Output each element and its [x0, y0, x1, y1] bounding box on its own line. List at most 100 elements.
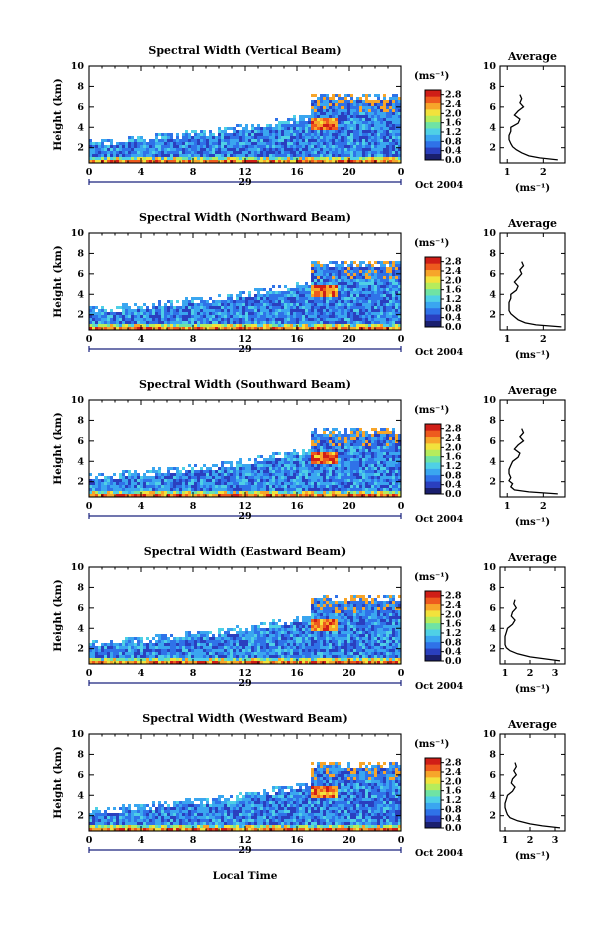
- heatmap-cell: [362, 291, 365, 294]
- heatmap-cell: [374, 476, 377, 479]
- heatmap-cell: [299, 312, 302, 315]
- heatmap-cell: [125, 303, 128, 306]
- heatmap-cell: [101, 142, 104, 145]
- heatmap-cell: [395, 270, 398, 273]
- heatmap-cell: [188, 464, 191, 467]
- heatmap-cell: [251, 467, 254, 470]
- colorbar-segment: [425, 449, 441, 457]
- heatmap-cell: [290, 324, 293, 327]
- heatmap-cell: [188, 312, 191, 315]
- heatmap-cell: [185, 470, 188, 473]
- heatmap-cell: [350, 309, 353, 312]
- heatmap-cell: [281, 127, 284, 130]
- heatmap-cell: [389, 485, 392, 488]
- heatmap-cell: [392, 154, 395, 157]
- heatmap-cell: [212, 327, 215, 330]
- heatmap-cell: [197, 157, 200, 160]
- heatmap-cell: [191, 315, 194, 318]
- heatmap-cell: [131, 154, 134, 157]
- heatmap-cell: [317, 458, 320, 461]
- heatmap-cell: [131, 658, 134, 661]
- heatmap-cell: [359, 109, 362, 112]
- heatmap-cell: [239, 133, 242, 136]
- heatmap-cell: [233, 318, 236, 321]
- heatmap-cell: [182, 154, 185, 157]
- heatmap-cell: [383, 130, 386, 133]
- heatmap-cell: [194, 464, 197, 467]
- heatmap-cell: [191, 151, 194, 154]
- heatmap-cell: [395, 312, 398, 315]
- heatmap-cell: [233, 303, 236, 306]
- heatmap-cell: [311, 482, 314, 485]
- heatmap-cell: [140, 652, 143, 655]
- heatmap-cell: [380, 446, 383, 449]
- heatmap-cell: [182, 145, 185, 148]
- heatmap-cell: [152, 646, 155, 649]
- heatmap-cell: [164, 151, 167, 154]
- heatmap-cell: [341, 136, 344, 139]
- heatmap-cell: [227, 127, 230, 130]
- heatmap-cell: [389, 118, 392, 121]
- heatmap-cell: [239, 479, 242, 482]
- heatmap-cell: [353, 446, 356, 449]
- heatmap-cell: [173, 318, 176, 321]
- heatmap-cell: [320, 449, 323, 452]
- heatmap-cell: [215, 300, 218, 303]
- heatmap-cell: [305, 151, 308, 154]
- heatmap-cell: [275, 291, 278, 294]
- heatmap-cell: [359, 157, 362, 160]
- heatmap-cell: [308, 139, 311, 142]
- heatmap-cell: [389, 112, 392, 115]
- heatmap-cell: [347, 467, 350, 470]
- heatmap-cell: [143, 488, 146, 491]
- heatmap-cell: [341, 267, 344, 270]
- heatmap-cell: [176, 485, 179, 488]
- heatmap-cell: [374, 455, 377, 458]
- average-y-tick-label: 6: [489, 102, 496, 113]
- heatmap-cell: [350, 434, 353, 437]
- heatmap-cell: [269, 133, 272, 136]
- heatmap-cell: [176, 655, 179, 658]
- heatmap-cell: [305, 324, 308, 327]
- heatmap-cell: [311, 458, 314, 461]
- heatmap-cell: [212, 315, 215, 318]
- heatmap-cell: [284, 494, 287, 497]
- heatmap-cell: [284, 482, 287, 485]
- heatmap-cell: [359, 494, 362, 497]
- heatmap-cell: [260, 473, 263, 476]
- average-y-tick-label: 8: [489, 248, 496, 259]
- heatmap-cell: [350, 94, 353, 97]
- heatmap-cell: [299, 148, 302, 151]
- heatmap-cell: [362, 151, 365, 154]
- heatmap-cell: [119, 312, 122, 315]
- heatmap-cell: [377, 103, 380, 106]
- heatmap-cell: [398, 118, 401, 121]
- heatmap-cell: [248, 318, 251, 321]
- heatmap-cell: [305, 485, 308, 488]
- heatmap-cell: [170, 488, 173, 491]
- heatmap-cell: [329, 473, 332, 476]
- heatmap-cell: [392, 94, 395, 97]
- heatmap-cell: [341, 315, 344, 318]
- heatmap-cell: [326, 145, 329, 148]
- heatmap-cell: [245, 327, 248, 330]
- heatmap-cell: [365, 127, 368, 130]
- heatmap-cell: [371, 312, 374, 315]
- heatmap-cell: [362, 324, 365, 327]
- heatmap-cell: [341, 121, 344, 124]
- heatmap-cell: [323, 276, 326, 279]
- heatmap-cell: [368, 106, 371, 109]
- heatmap-cell: [161, 494, 164, 497]
- heatmap-cell: [338, 473, 341, 476]
- heatmap-cell: [395, 288, 398, 291]
- heatmap-cell: [320, 491, 323, 494]
- heatmap-cell: [227, 136, 230, 139]
- heatmap-cell: [278, 464, 281, 467]
- heatmap-cell: [380, 100, 383, 103]
- heatmap-cell: [245, 142, 248, 145]
- heatmap-cell: [347, 309, 350, 312]
- colorbar-tick-label: 1.6: [445, 452, 462, 463]
- heatmap-cell: [335, 285, 338, 288]
- heatmap-cell: [248, 488, 251, 491]
- heatmap-cell: [335, 124, 338, 127]
